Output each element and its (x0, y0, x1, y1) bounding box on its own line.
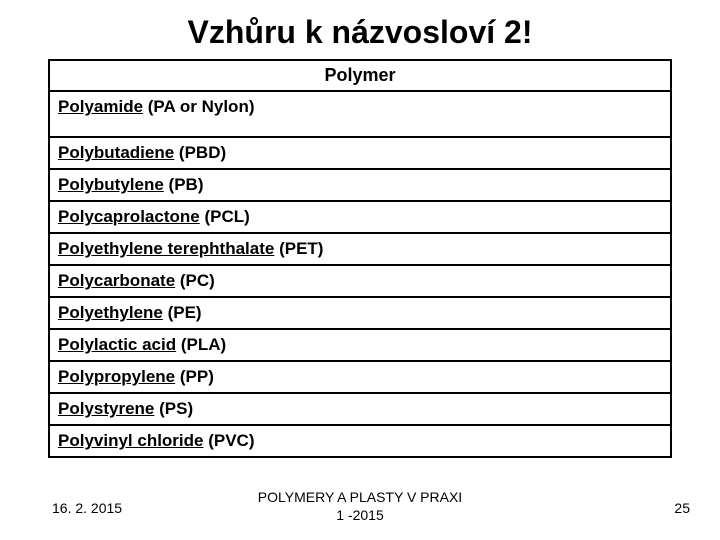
polymer-link[interactable]: Polyethylene terephthalate (58, 239, 274, 258)
polymer-abbrev: (PE) (163, 303, 202, 322)
table-body: Polyamide (PA or Nylon)Polybutadiene (PB… (49, 91, 671, 457)
polymer-abbrev: (PCL) (200, 207, 250, 226)
polymer-abbrev: (PB) (164, 175, 204, 194)
polymer-cell: Polyethylene terephthalate (PET) (49, 233, 671, 265)
polymer-link[interactable]: Polystyrene (58, 399, 154, 418)
table-row: Polycarbonate (PC) (49, 265, 671, 297)
table-row: Polyamide (PA or Nylon) (49, 91, 671, 137)
table-row: Polyvinyl chloride (PVC) (49, 425, 671, 457)
polymer-table: Polymer Polyamide (PA or Nylon)Polybutad… (48, 59, 672, 458)
polymer-cell: Polycaprolactone (PCL) (49, 201, 671, 233)
footer-page-number: 25 (674, 500, 690, 516)
footer-center-line1: POLYMERY A PLASTY V PRAXI (258, 489, 462, 505)
polymer-table-wrap: Polymer Polyamide (PA or Nylon)Polybutad… (48, 59, 672, 458)
polymer-cell: Polyamide (PA or Nylon) (49, 91, 671, 137)
polymer-cell: Polypropylene (PP) (49, 361, 671, 393)
polymer-link[interactable]: Polypropylene (58, 367, 175, 386)
polymer-link[interactable]: Polybutylene (58, 175, 164, 194)
polymer-cell: Polystyrene (PS) (49, 393, 671, 425)
table-row: Polybutadiene (PBD) (49, 137, 671, 169)
polymer-link[interactable]: Polyamide (58, 97, 143, 116)
polymer-cell: Polyvinyl chloride (PVC) (49, 425, 671, 457)
polymer-cell: Polybutylene (PB) (49, 169, 671, 201)
polymer-abbrev: (PS) (154, 399, 193, 418)
polymer-abbrev: (PC) (175, 271, 215, 290)
polymer-abbrev: (PBD) (174, 143, 226, 162)
polymer-link[interactable]: Polylactic acid (58, 335, 176, 354)
polymer-abbrev: (PVC) (204, 431, 255, 450)
polymer-abbrev: (PET) (274, 239, 323, 258)
page-title: Vzhůru k názvosloví 2! (0, 0, 720, 59)
table-header: Polymer (49, 60, 671, 91)
polymer-link[interactable]: Polycarbonate (58, 271, 175, 290)
table-row: Polycaprolactone (PCL) (49, 201, 671, 233)
polymer-cell: Polybutadiene (PBD) (49, 137, 671, 169)
polymer-link[interactable]: Polycaprolactone (58, 207, 200, 226)
polymer-abbrev: (PP) (175, 367, 214, 386)
table-row: Polystyrene (PS) (49, 393, 671, 425)
footer-center: POLYMERY A PLASTY V PRAXI 1 -2015 (0, 489, 720, 524)
table-row: Polypropylene (PP) (49, 361, 671, 393)
polymer-cell: Polycarbonate (PC) (49, 265, 671, 297)
polymer-link[interactable]: Polyvinyl chloride (58, 431, 204, 450)
polymer-cell: Polylactic acid (PLA) (49, 329, 671, 361)
polymer-abbrev: (PLA) (176, 335, 226, 354)
footer-center-line2: 1 -2015 (336, 507, 383, 523)
polymer-link[interactable]: Polyethylene (58, 303, 163, 322)
table-row: Polyethylene (PE) (49, 297, 671, 329)
polymer-cell: Polyethylene (PE) (49, 297, 671, 329)
table-row: Polylactic acid (PLA) (49, 329, 671, 361)
table-row: Polybutylene (PB) (49, 169, 671, 201)
polymer-link[interactable]: Polybutadiene (58, 143, 174, 162)
polymer-abbrev: (PA or Nylon) (143, 97, 254, 116)
table-row: Polyethylene terephthalate (PET) (49, 233, 671, 265)
